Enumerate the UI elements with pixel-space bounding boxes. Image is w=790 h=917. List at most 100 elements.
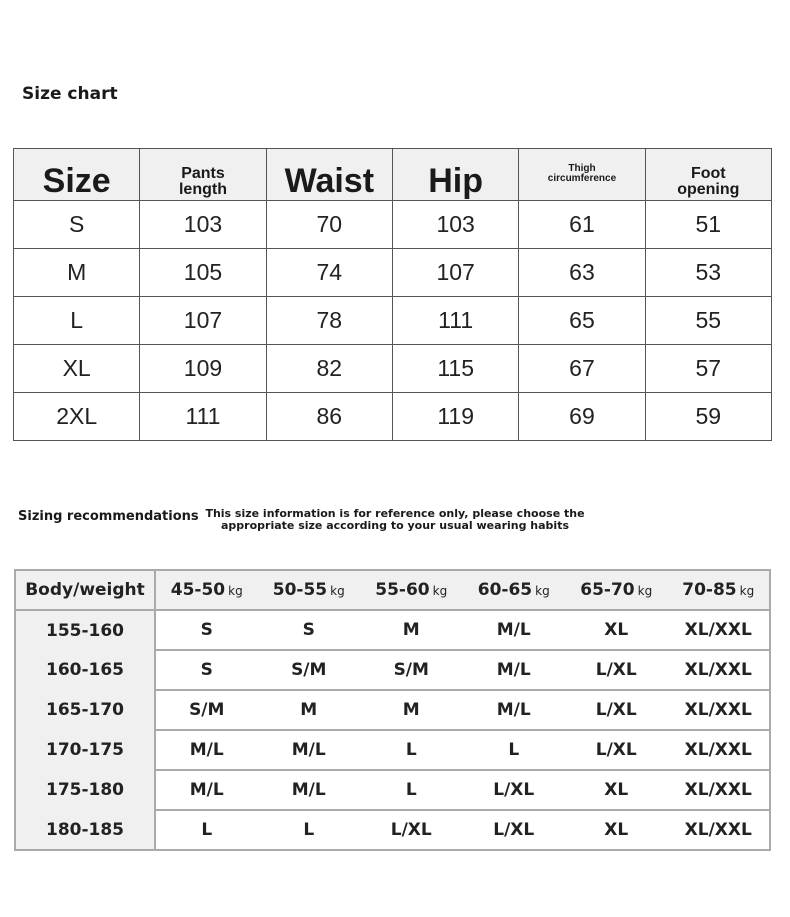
table-row: XL 109 82 115 67 57 [12, 344, 773, 393]
table-cell: 2XL [12, 392, 141, 441]
table-cell: 107 [139, 296, 267, 345]
table-cell: 65 [518, 296, 646, 345]
recommendation-table: Body/weight 45-50 kg 50-55 kg 55-60 kg 60-65 kg… [14, 569, 771, 851]
table-cell: 82 [265, 344, 393, 393]
recommended-size: L/XL [462, 769, 565, 810]
weight-header: 60-65 kg [462, 570, 565, 611]
height-range: 155-160 [15, 610, 156, 650]
recommended-size: XL [565, 769, 668, 810]
recommended-size: L [360, 729, 463, 770]
body-weight-header: Body/weight [15, 570, 156, 611]
column-header: Waist [265, 148, 393, 201]
table-cell: 119 [391, 392, 520, 441]
table-cell: 51 [644, 200, 773, 249]
recommended-size: M/L [155, 769, 258, 810]
height-range: 175-180 [15, 770, 156, 810]
table-cell: 57 [644, 344, 773, 393]
height-range: 160-165 [15, 650, 156, 690]
recommended-size: L [462, 729, 565, 770]
recommended-size: XL/XXL [667, 729, 770, 770]
table-cell: 61 [518, 200, 646, 249]
table-row: 2XL 111 86 119 69 59 [12, 392, 773, 441]
column-header: Pants length [139, 148, 267, 201]
recommended-size: XL/XXL [667, 689, 770, 730]
column-header: Size [12, 148, 141, 201]
table-cell: 59 [644, 392, 773, 441]
column-header: Foot opening [644, 148, 773, 201]
recommended-size: M/L [462, 689, 565, 730]
table-cell: S [12, 200, 141, 249]
weight-unit: kg [330, 584, 345, 598]
recommended-size: S/M [155, 689, 258, 730]
table-row: L 107 78 111 65 55 [12, 296, 773, 345]
recommended-size: XL [565, 809, 668, 850]
height-range: 165-170 [15, 690, 156, 730]
weight-range: 70-85 [682, 580, 737, 600]
recommended-size: L [257, 809, 360, 850]
height-range: 180-185 [15, 810, 156, 850]
height-range: 170-175 [15, 730, 156, 770]
table-row: 170-175 M/L M/L L L L/XL XL/XXL [15, 729, 770, 770]
weight-range: 65-70 [580, 580, 635, 600]
table-row: 180-185 L L L/XL L/XL XL XL/XXL [15, 809, 770, 850]
recommended-size: L/XL [360, 809, 463, 850]
table-row: M 105 74 107 63 53 [12, 248, 773, 297]
table-cell: 70 [265, 200, 393, 249]
table-cell: 103 [391, 200, 520, 249]
weight-range: 55-60 [375, 580, 430, 600]
recommended-size: XL/XXL [667, 809, 770, 850]
table-cell: 63 [518, 248, 646, 297]
weight-unit: kg [432, 584, 448, 598]
table-cell: L [12, 296, 141, 345]
table-cell: 74 [265, 248, 393, 297]
table-cell: 86 [265, 392, 393, 441]
table-cell: 115 [391, 344, 520, 393]
column-header: Hip [391, 148, 520, 201]
weight-range: 60-65 [477, 580, 533, 600]
recommended-size: XL/XXL [667, 649, 770, 690]
recommended-size: M [360, 689, 463, 730]
weight-unit: kg [535, 584, 550, 598]
recommended-size: XL/XXL [684, 620, 752, 640]
table-row: 165-170 S/M M M M/L L/XL XL/XXL [15, 689, 770, 730]
weight-header: 65-70 kg [565, 570, 668, 611]
recommended-size: M/L [257, 729, 360, 770]
recommended-size: L [360, 769, 463, 810]
recommended-size: S/M [360, 649, 463, 690]
table-cell: 78 [265, 296, 393, 345]
recommended-size: L [155, 809, 258, 850]
table-cell: 53 [644, 248, 773, 297]
recommended-size: L/XL [565, 649, 668, 690]
recommended-size: S [200, 620, 213, 640]
recommended-size: M [257, 689, 360, 730]
table-cell: 103 [139, 200, 267, 249]
recommended-size: M/L [257, 769, 360, 810]
table-cell: 69 [518, 392, 646, 441]
recommended-size: L/XL [462, 809, 565, 850]
table-cell: 107 [391, 248, 520, 297]
size-chart-header-row: Size Pants length Waist Hip Thigh circumferenc… [12, 148, 773, 201]
recommended-size: M/L [496, 620, 531, 640]
column-header: Thigh circumference [518, 148, 646, 201]
table-cell: 111 [391, 296, 520, 345]
table-cell: 109 [139, 344, 267, 393]
weight-unit: kg [228, 584, 243, 598]
reference-note: This size information is for reference o… [205, 507, 585, 532]
table-cell: 67 [518, 344, 646, 393]
table-cell: 105 [139, 248, 267, 297]
weight-header: 70-85 kg [667, 570, 770, 611]
table-row: S 103 70 103 61 51 [12, 200, 773, 249]
recommended-size: L/XL [565, 689, 668, 730]
recommended-size: S [155, 649, 258, 690]
size-chart-title: Size chart [22, 84, 118, 104]
recommendation-header-row: Body/weight 45-50 kg 50-55 kg 55-60 kg 60-65 kg… [15, 570, 770, 611]
weight-range: 45-50 [170, 580, 226, 600]
recommended-size: L/XL [565, 729, 668, 770]
weight-unit: kg [637, 584, 653, 598]
table-cell: 111 [139, 392, 267, 441]
weight-header: 45-50 kg [155, 570, 258, 611]
table-cell: 55 [644, 296, 773, 345]
table-row: 160-165 S S/M S/M M/L L/XL XL/XXL [15, 649, 770, 690]
recommended-size: S/M [257, 649, 360, 690]
